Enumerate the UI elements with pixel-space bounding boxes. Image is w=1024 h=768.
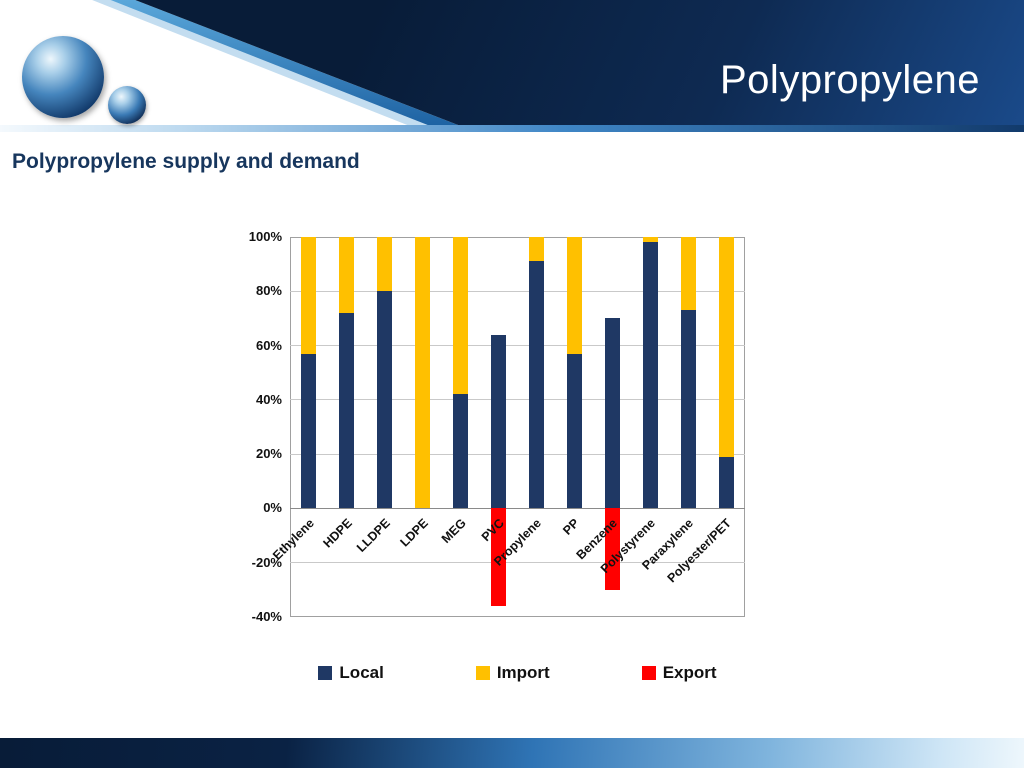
gridline (290, 345, 745, 347)
slide-title: Polypropylene (720, 58, 980, 102)
slide-subtitle: Polypropylene supply and demand (12, 150, 360, 173)
legend-item: Local (318, 663, 384, 683)
bar-segment-local (642, 242, 658, 509)
bar-segment-import (718, 237, 734, 457)
bar-segment-local (718, 456, 734, 509)
bar-segment-local (377, 291, 393, 509)
header-bottom-gradient (0, 125, 1024, 132)
bar-segment-import (339, 237, 355, 313)
bar-segment-import (528, 237, 544, 262)
bar-segment-local (301, 353, 317, 509)
y-axis-tick-label: -20% (251, 554, 282, 570)
bar-segment-local (453, 394, 469, 509)
gridline (290, 453, 745, 455)
logo-sphere-small (108, 86, 146, 124)
bar-segment-import (377, 237, 393, 292)
y-axis-tick-label: 60% (255, 337, 282, 353)
bar-segment-local (339, 313, 355, 509)
bar-segment-import (301, 237, 317, 354)
y-axis-tick-label: -40% (251, 609, 282, 624)
legend-swatch-local (318, 666, 333, 680)
y-axis-tick-label: 80% (255, 283, 282, 299)
x-axis-line (290, 507, 745, 509)
bar-segment-local (491, 334, 507, 509)
bar-segment-export (604, 508, 620, 590)
y-axis-tick-label: 20% (255, 446, 282, 462)
footer-bar (0, 738, 1024, 768)
bar-segment-import (566, 237, 582, 354)
bar-segment-import (415, 237, 431, 509)
bar-segment-local (566, 353, 582, 509)
legend-item: Export (641, 663, 717, 683)
gridline (290, 562, 745, 564)
logo-sphere-large (22, 36, 104, 118)
legend-label: Export (662, 663, 717, 682)
legend-swatch-import (475, 666, 490, 680)
bar-segment-import (680, 237, 696, 311)
gridline (290, 399, 745, 401)
chart-plot-area (290, 237, 745, 617)
bar-segment-local (680, 310, 696, 509)
y-axis-tick-label: 100% (248, 229, 282, 244)
legend-item: Import (475, 663, 550, 683)
supply-demand-chart: Local Import Export 100% 80% 60% 40% 20% 0% -20%… (230, 225, 775, 695)
bar-segment-local (604, 318, 620, 509)
bar-segment-export (491, 508, 507, 607)
bar-segment-import (642, 237, 658, 243)
y-axis-tick-label: 40% (255, 391, 282, 407)
chart-legend: Local Import Export (290, 663, 745, 683)
legend-label: Local (339, 663, 384, 682)
y-axis-tick-label: 0% (263, 500, 282, 516)
header-banner: Polypropylene (0, 0, 1024, 132)
legend-swatch-export (641, 666, 656, 680)
bar-segment-local (528, 261, 544, 509)
legend-label: Import (496, 663, 550, 682)
gridline (290, 290, 745, 292)
bar-segment-import (453, 237, 469, 395)
